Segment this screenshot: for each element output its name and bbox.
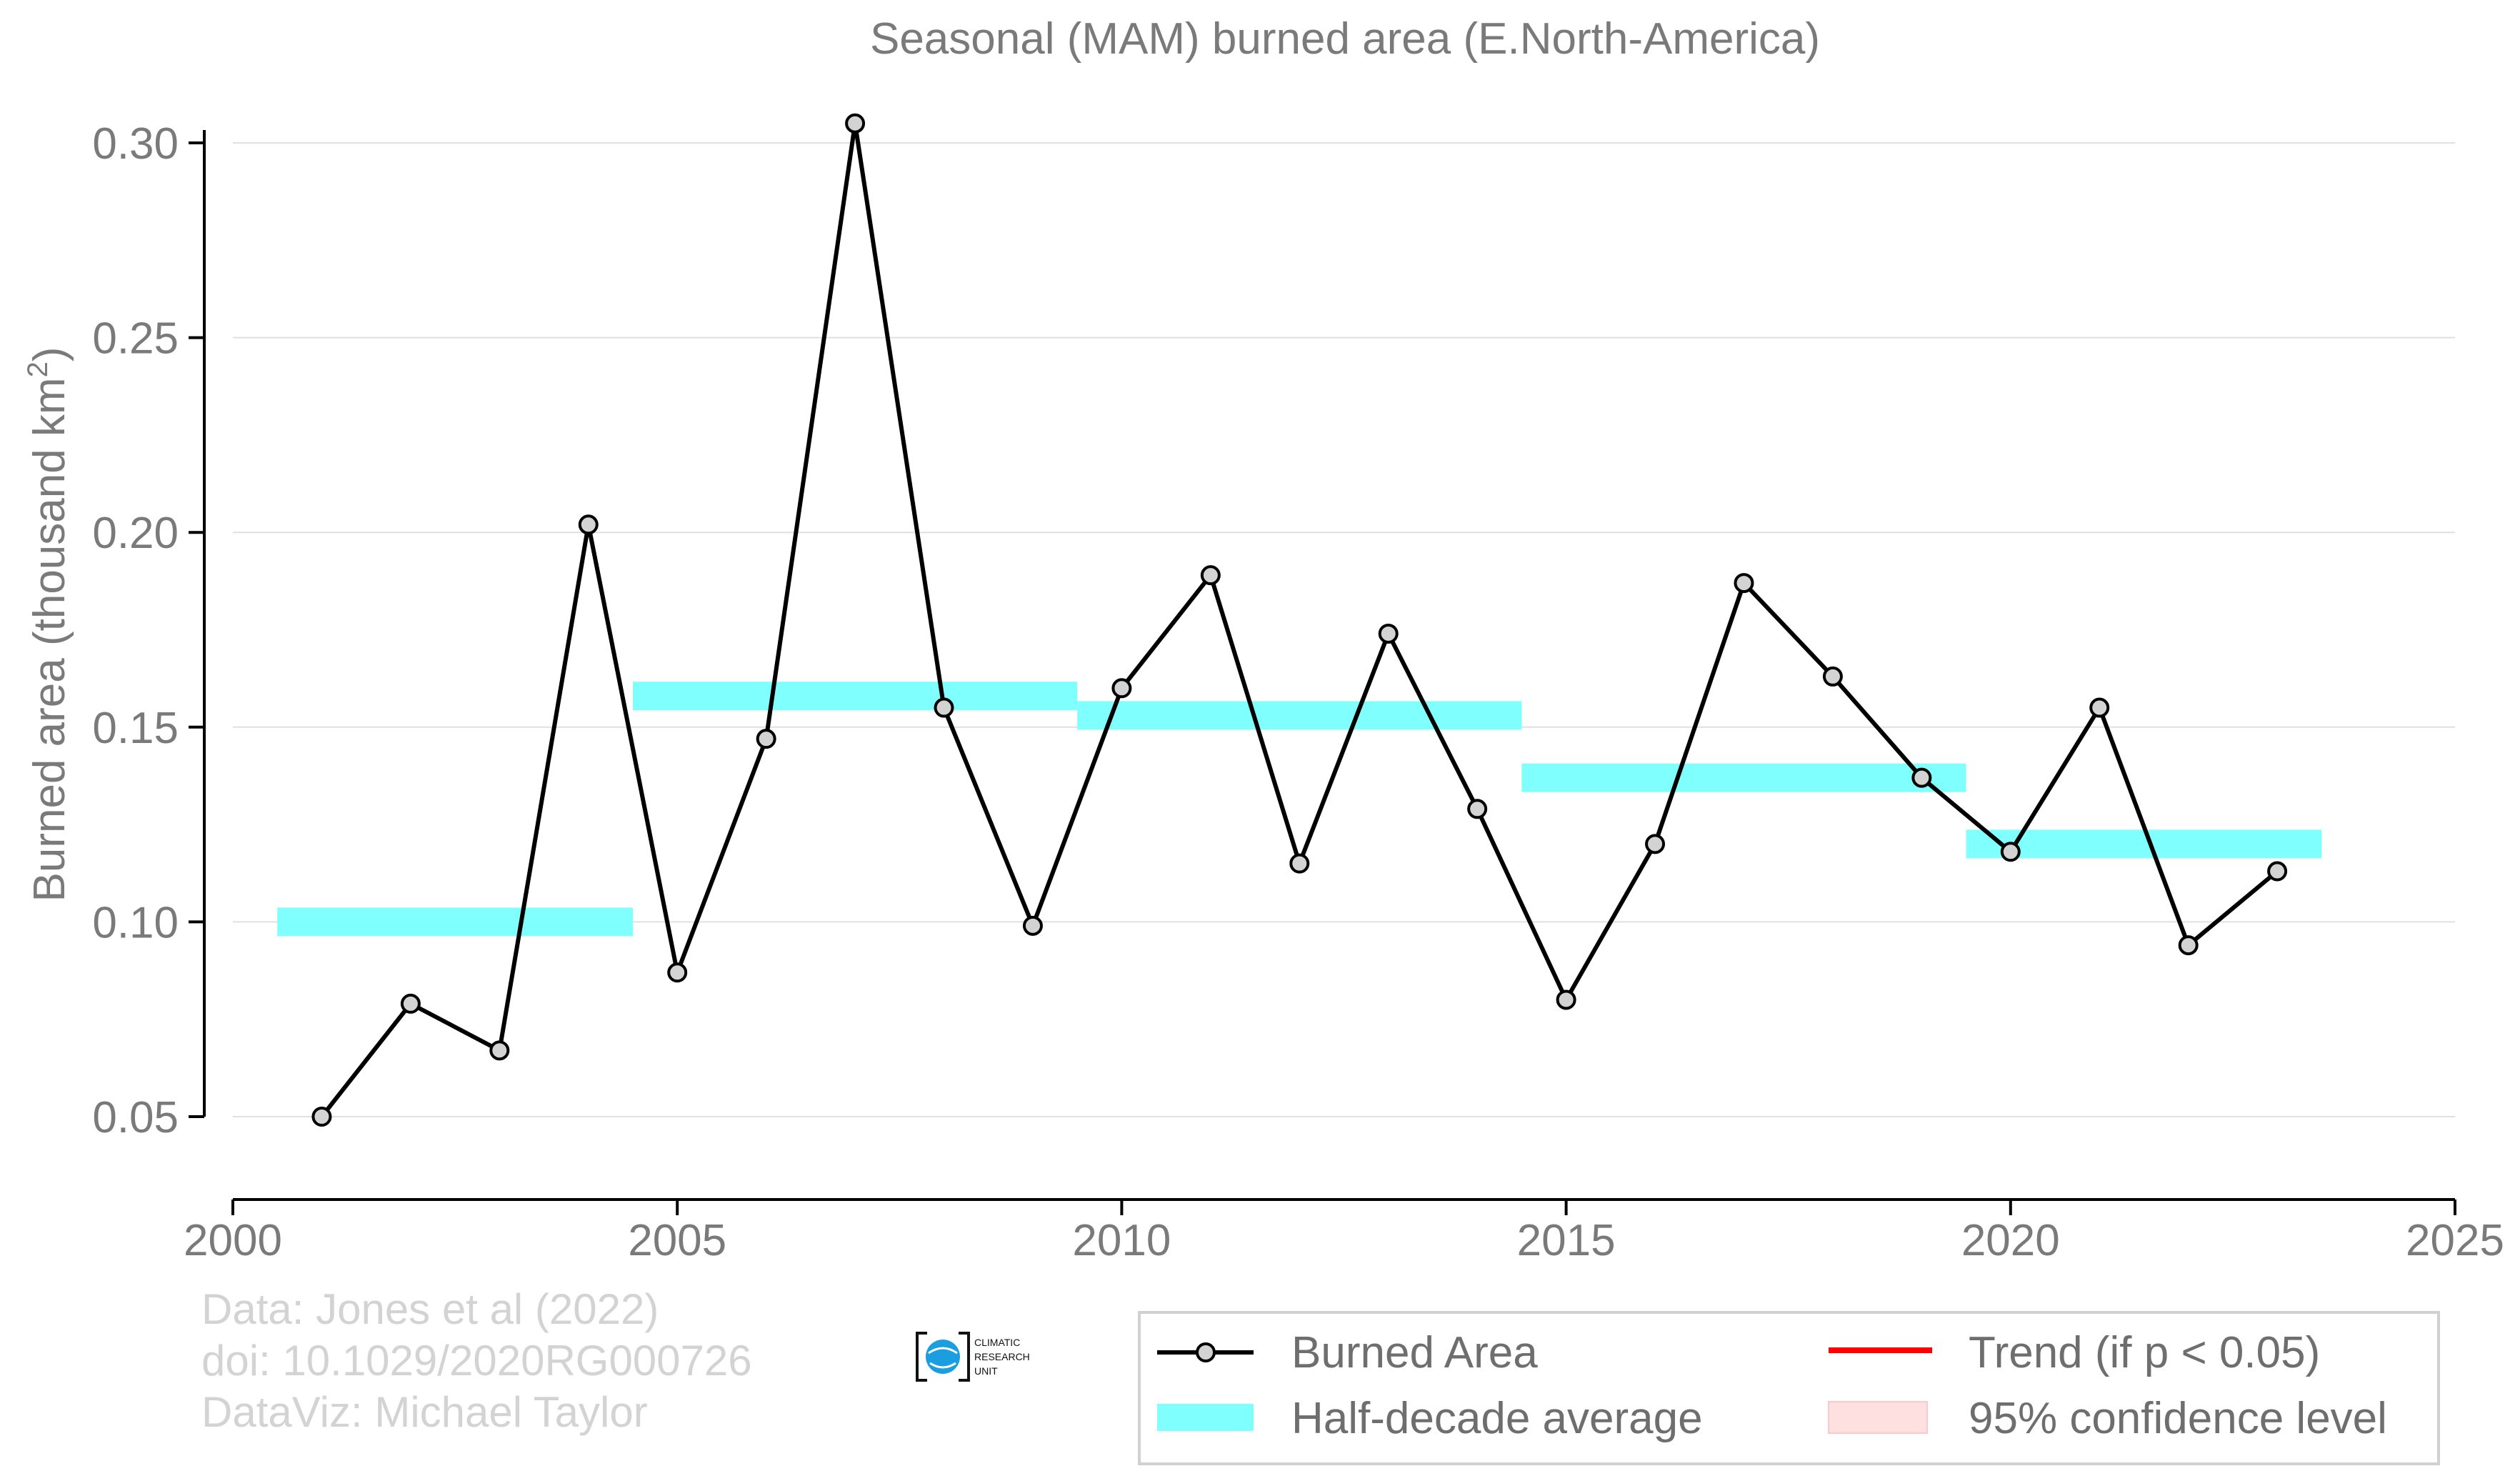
y-tick-label: 0.10 [92,898,179,947]
data-point [1911,767,1932,788]
legend-trend-label: Trend (if p < 0.05) [1969,1328,2320,1377]
data-point [578,514,599,535]
data-point [667,962,688,983]
data-point [489,1040,510,1061]
logo-right-bracket [959,1332,970,1382]
credit-doi: doi: 10.1029/2020RG000726 [201,1337,752,1385]
y-tick-label: 0.25 [92,314,179,364]
data-point [400,993,421,1014]
data-point [2089,697,2110,718]
data-point [756,729,776,749]
y-axis-label-main: Burned area (thousand km [25,377,74,902]
logo-text-line-1: CLIMATIC [974,1337,1020,1348]
half-decade-average-band [1966,829,2322,859]
data-point [934,697,954,718]
data-point [1378,623,1399,644]
y-axis-label: Burned area (thousand km2) [22,346,74,902]
half-decade-average-band [1521,763,1966,792]
legend-half-decade-swatch [1157,1404,1254,1431]
legend-burned-area-marker [1196,1342,1216,1362]
y-tick-label: 0.15 [92,704,179,753]
x-tick-label: 2015 [1517,1216,1616,1265]
series-burned-area [311,113,2288,1127]
data-point [1734,573,1754,594]
half-decade-average-band [277,907,633,937]
half-decade-average-band [1077,701,1522,730]
data-point [1822,666,1843,687]
globe-lines-icon [928,1347,958,1369]
data-point [1645,834,1666,854]
legend-half-decade-label: Half-decade average [1291,1394,1703,1443]
data-point [1200,565,1221,586]
data-point [311,1107,332,1127]
data-point [1467,799,1488,819]
data-point [2000,842,2021,862]
legend-confidence-swatch [1828,1401,1928,1434]
x-tick-label: 2020 [1961,1216,2060,1265]
x-tick-label: 2010 [1072,1216,1171,1265]
data-point [845,113,866,134]
half-decade-average-band [632,682,1078,711]
burned-area-line [320,121,2279,1118]
x-tick-label: 2025 [2406,1216,2504,1265]
y-axis-ticks: 0.05 0.10 0.15 0.20 0.25 0.30 [92,119,204,1142]
y-tick-label: 0.05 [92,1093,179,1142]
data-point [2178,935,2199,956]
y-axis-label-close: ) [25,346,74,361]
legend-box [1138,1311,2440,1465]
y-tick-label: 0.30 [92,119,179,169]
logo-text-line-3: UNIT [974,1365,998,1377]
axes [203,130,2455,1201]
legend-confidence-label: 95% confidence level [1969,1394,2387,1443]
chart-title: Seasonal (MAM) burned area (E.North-Amer… [870,14,1820,64]
half-decade-average-bands [277,682,2322,937]
credits: Data: Jones et al (2022) doi: 10.1029/20… [201,1285,752,1436]
data-point [1111,678,1132,699]
y-axis-label-superscript: 2 [22,361,54,377]
y-tick-label: 0.20 [92,509,179,558]
data-point [1289,853,1310,874]
x-axis-ticks: 2000 2005 2010 2015 2020 2025 [184,1200,2504,1265]
cru-logo: CLIMATIC RESEARCH UNIT [916,1332,1030,1382]
data-point [1556,989,1576,1010]
globe-icon [926,1340,960,1374]
legend-burned-area-label: Burned Area [1291,1328,1538,1377]
legend: Burned Area Trend (if p < 0.05) Half-dec… [1138,1311,2440,1465]
grid-lines [233,142,2455,1117]
x-tick-label: 2005 [628,1216,726,1265]
credit-dataviz: DataViz: Michael Taylor [201,1388,648,1436]
data-point [2267,861,2288,882]
x-tick-label: 2000 [184,1216,282,1265]
logo-left-bracket [916,1332,927,1382]
credit-data-source: Data: Jones et al (2022) [201,1285,659,1333]
logo-text-line-2: RESEARCH [974,1351,1030,1362]
data-point [1022,915,1043,936]
